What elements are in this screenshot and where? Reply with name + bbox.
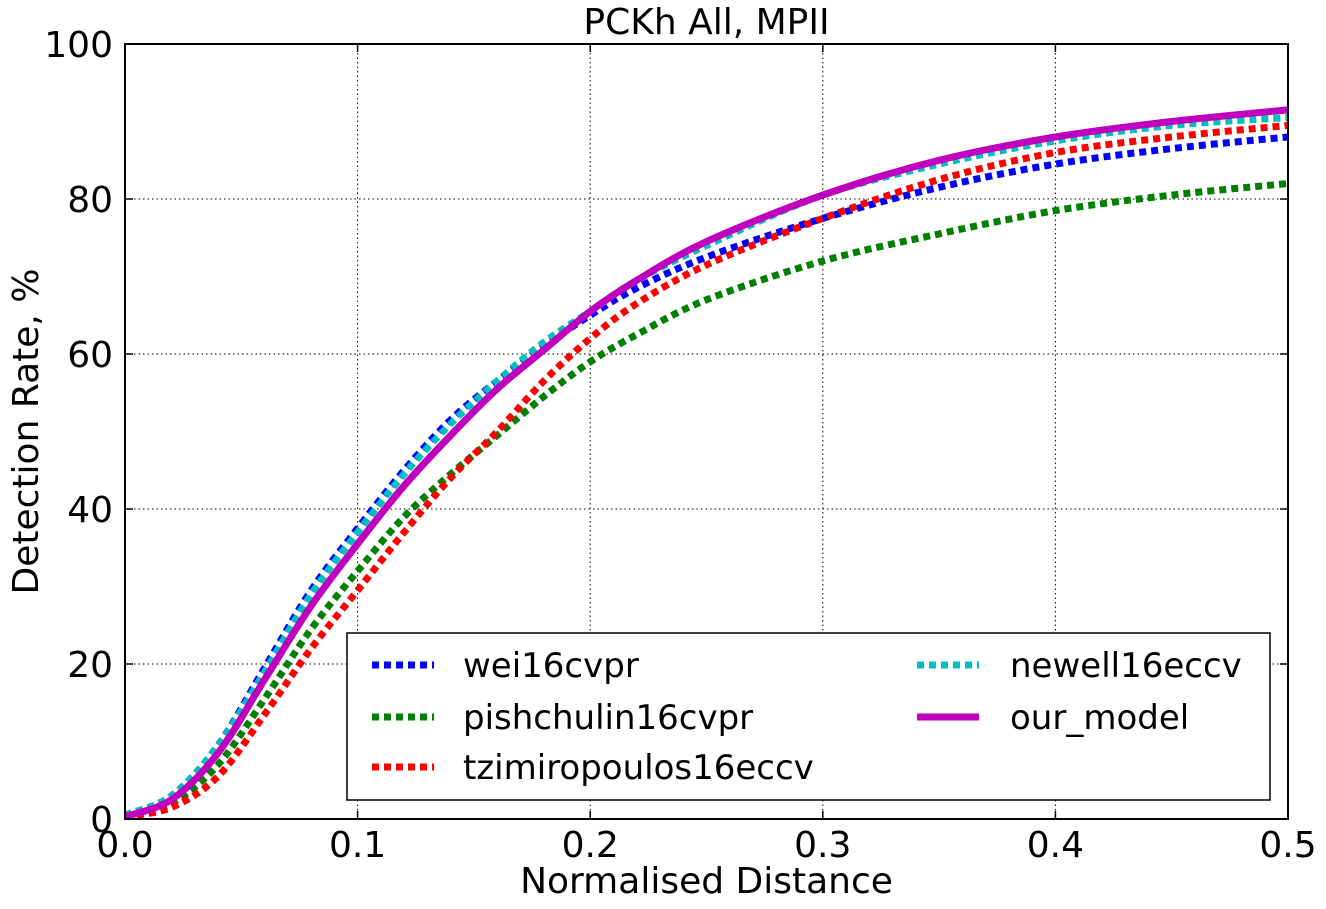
y-tick-label: 40 [67, 490, 113, 531]
legend-label-newell16eccv: newell16eccv [1010, 646, 1242, 686]
series-line-our-model [125, 106, 1288, 819]
legend: wei16cvpr pishchulin16cvpr tzimiropoulos16… [346, 632, 1271, 801]
y-tick-label: 80 [67, 180, 113, 221]
series-line-pishchulin16cvpr [125, 180, 1288, 819]
x-tick-label: 0.1 [329, 825, 386, 866]
series-line-newell16eccv [125, 114, 1288, 819]
legend-box [346, 632, 1271, 801]
y-tick-label: 60 [67, 335, 113, 376]
x-tick-label: 0.5 [1259, 825, 1316, 866]
y-tick-label: 0 [90, 800, 113, 841]
x-axis-label: Normalised Distance [520, 861, 893, 902]
axis-ticks: 0.0 0.1 0.2 0.3 0.4 0.5 0 20 40 60 80 100 [44, 25, 1316, 866]
legend-label-pishchulin16cvpr: pishchulin16cvpr [463, 698, 753, 738]
y-axis-label: Detection Rate, % [6, 269, 47, 595]
legend-label-our-model: our_model [1010, 698, 1189, 738]
y-tick-label: 20 [67, 645, 113, 686]
plot-frame [124, 43, 1289, 820]
chart-title: PCKh All, MPII [583, 2, 829, 43]
legend-label-wei16cvpr: wei16cvpr [463, 646, 639, 686]
x-tick-label: 0.0 [96, 825, 153, 866]
legend-label-tzimiropoulos16eccv: tzimiropoulos16eccv [463, 748, 814, 788]
x-tick-label: 0.4 [1027, 825, 1084, 866]
x-tick-label: 0.3 [794, 825, 851, 866]
series-layer [125, 106, 1288, 819]
x-tick-label: 0.2 [562, 825, 619, 866]
y-tick-label: 100 [44, 25, 113, 66]
series-line-tzimiropoulos16eccv [125, 121, 1288, 819]
